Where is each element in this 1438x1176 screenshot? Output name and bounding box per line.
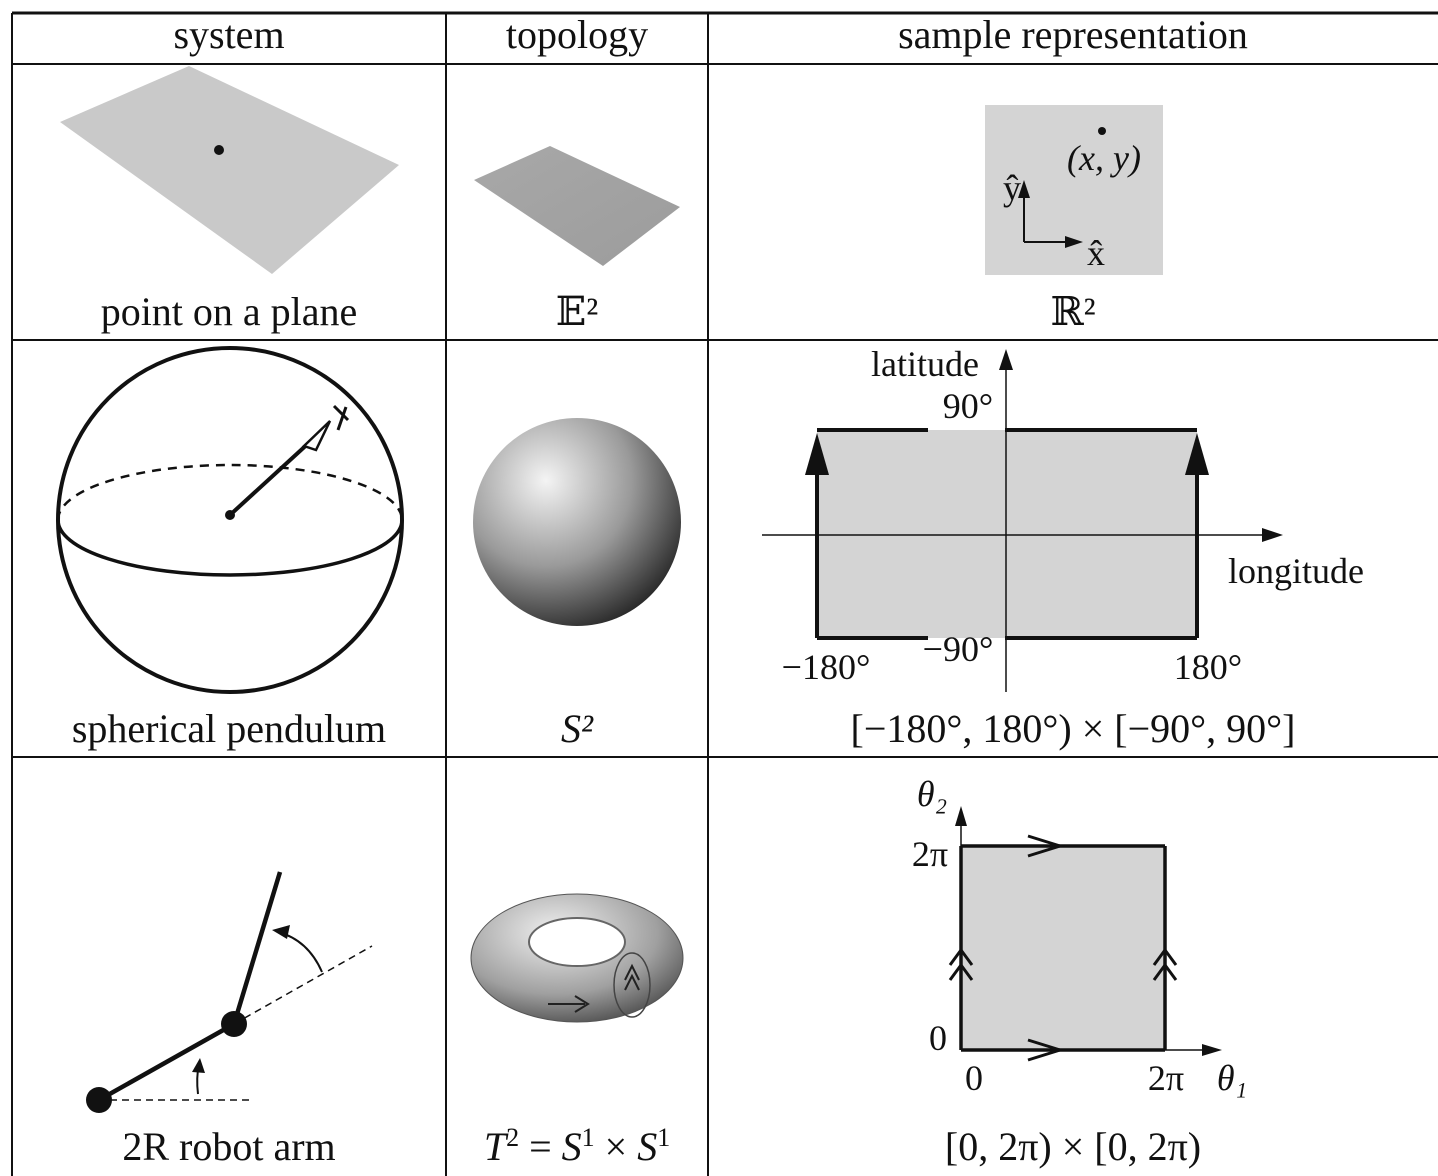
row-spherical-pendulum: spherical pendulum S² latitude longitude… — [56, 344, 1364, 751]
row-2r-robot-arm: 2R robot arm T2 = S1 × S1 θ₂ θ₁ 2π 0 0 2… — [86, 774, 1247, 1169]
point-on-plane-dot — [214, 145, 224, 155]
longitude-label: longitude — [1228, 551, 1364, 591]
torus-square — [961, 846, 1165, 1050]
representation-label-torus: [0, 2π) × [0, 2π) — [945, 1124, 1201, 1169]
theta1-zero-tick: 0 — [965, 1058, 983, 1098]
theta2-angle-arc — [277, 931, 323, 973]
theta1-label: θ₁ — [1217, 1058, 1247, 1098]
sphere-s2-icon — [473, 418, 681, 626]
link-2 — [231, 871, 283, 1025]
system-label-2r-robot-arm: 2R robot arm — [122, 1124, 335, 1169]
pendulum-tip-cross-b — [336, 406, 348, 431]
theta2-2pi-tick: 2π — [912, 834, 948, 874]
pendulum-tip-cross-a — [332, 404, 350, 422]
top-edge-arrow — [1027, 834, 1066, 858]
torus-loop-arrow-2 — [624, 963, 640, 991]
representation-label-latlong: [−180°, 180°) × [−90°, 90°] — [851, 706, 1296, 751]
theta2-arrowhead — [272, 925, 290, 939]
torus-loop-arrow-1 — [574, 995, 590, 1013]
xy-point — [1098, 127, 1106, 135]
latitude-label: latitude — [871, 344, 979, 384]
right-edge-double-arrow — [1152, 947, 1178, 981]
plane-illustration — [60, 66, 399, 274]
torus-longitude-loop — [613, 952, 651, 1018]
topology-label-e2: 𝔼² — [556, 289, 598, 334]
longitude-arrowhead — [1262, 528, 1283, 542]
theta1-axis-arrowhead — [1202, 1044, 1222, 1056]
left-edge-arrow — [805, 433, 829, 475]
base-joint — [86, 1087, 112, 1113]
long-180-label: 180° — [1174, 647, 1242, 687]
header-topology: topology — [506, 12, 648, 57]
xy-point-label: (x, y) — [1067, 138, 1141, 178]
x-hat-label: x̂ — [1087, 233, 1105, 273]
x-arrowhead — [1065, 236, 1083, 248]
link-1 — [97, 1022, 236, 1102]
y-hat-label: ŷ — [1003, 168, 1021, 208]
euclidean-plane-icon — [474, 146, 680, 266]
pendulum-pivot — [225, 510, 235, 520]
system-label-spherical-pendulum: spherical pendulum — [72, 706, 386, 751]
theta1-arrowhead — [192, 1058, 205, 1073]
representation-label-r2: ℝ² — [1050, 289, 1095, 334]
topology-label-s2: S² — [561, 706, 594, 751]
header-system: system — [173, 12, 284, 57]
long-neg180-label: −180° — [782, 647, 871, 687]
lat-neg90-label: −90° — [923, 629, 994, 669]
topology-label-t2: T2 = S1 × S1 — [484, 1123, 670, 1169]
link-1-extension-dashed — [233, 945, 373, 1025]
y-arrowhead — [1018, 180, 1030, 198]
theta2-axis-arrowhead — [955, 806, 967, 826]
lat-long-rectangle — [817, 430, 1197, 638]
pendulum-rod — [228, 438, 314, 517]
system-label-point-on-plane: point on a plane — [101, 289, 358, 334]
table-grid — [11, 11, 1438, 1176]
elbow-joint — [221, 1011, 247, 1037]
theta2-zero-tick: 0 — [929, 1018, 947, 1058]
lat-90-label: 90° — [943, 386, 993, 426]
header-sample-representation: sample representation — [898, 12, 1248, 57]
equator-back-dashed — [56, 463, 404, 521]
pendulum-arrowhead — [301, 420, 332, 452]
equator-front — [56, 519, 404, 577]
theta2-label: θ₂ — [917, 774, 947, 814]
right-edge-arrow — [1185, 433, 1209, 475]
r2-square — [985, 105, 1163, 275]
latitude-arrowhead — [999, 349, 1013, 370]
torus-hole — [528, 917, 626, 967]
theta1-2pi-tick: 2π — [1148, 1058, 1184, 1098]
row-point-on-plane: point on a plane 𝔼² (x, y) ŷ x̂ ℝ² — [60, 66, 1163, 334]
